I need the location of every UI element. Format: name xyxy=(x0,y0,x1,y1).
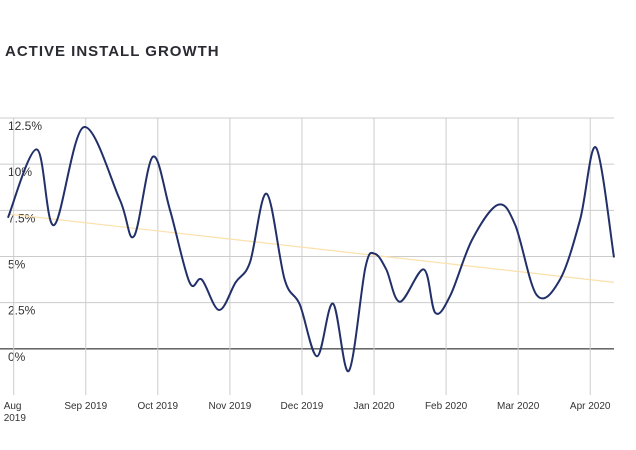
trend-line xyxy=(7,213,615,283)
chart-title: ACTIVE INSTALL GROWTH xyxy=(5,43,220,60)
x-tick-label: Sep 2019 xyxy=(64,401,108,412)
x-tick-label: Jan 2020 xyxy=(353,401,395,412)
x-tick-label: Aug 2019 xyxy=(3,401,26,424)
x-tick-label: Oct 2019 xyxy=(137,401,179,412)
x-tick-label: Apr 2020 xyxy=(569,401,611,412)
series-line xyxy=(7,126,615,373)
y-tick-label: 5% xyxy=(8,258,26,272)
y-tick-label: 0% xyxy=(8,350,26,364)
y-tick-label: 7.5% xyxy=(8,211,36,225)
y-tick-label: 2.5% xyxy=(8,304,36,318)
x-tick-label: Nov 2019 xyxy=(208,401,252,412)
y-tick-label: 12.5% xyxy=(8,119,42,133)
x-tick-label: Dec 2019 xyxy=(280,401,324,412)
x-tick-label: Mar 2020 xyxy=(497,401,540,412)
y-tick-label: 10% xyxy=(8,165,32,179)
x-tick-label: Feb 2020 xyxy=(424,401,468,412)
